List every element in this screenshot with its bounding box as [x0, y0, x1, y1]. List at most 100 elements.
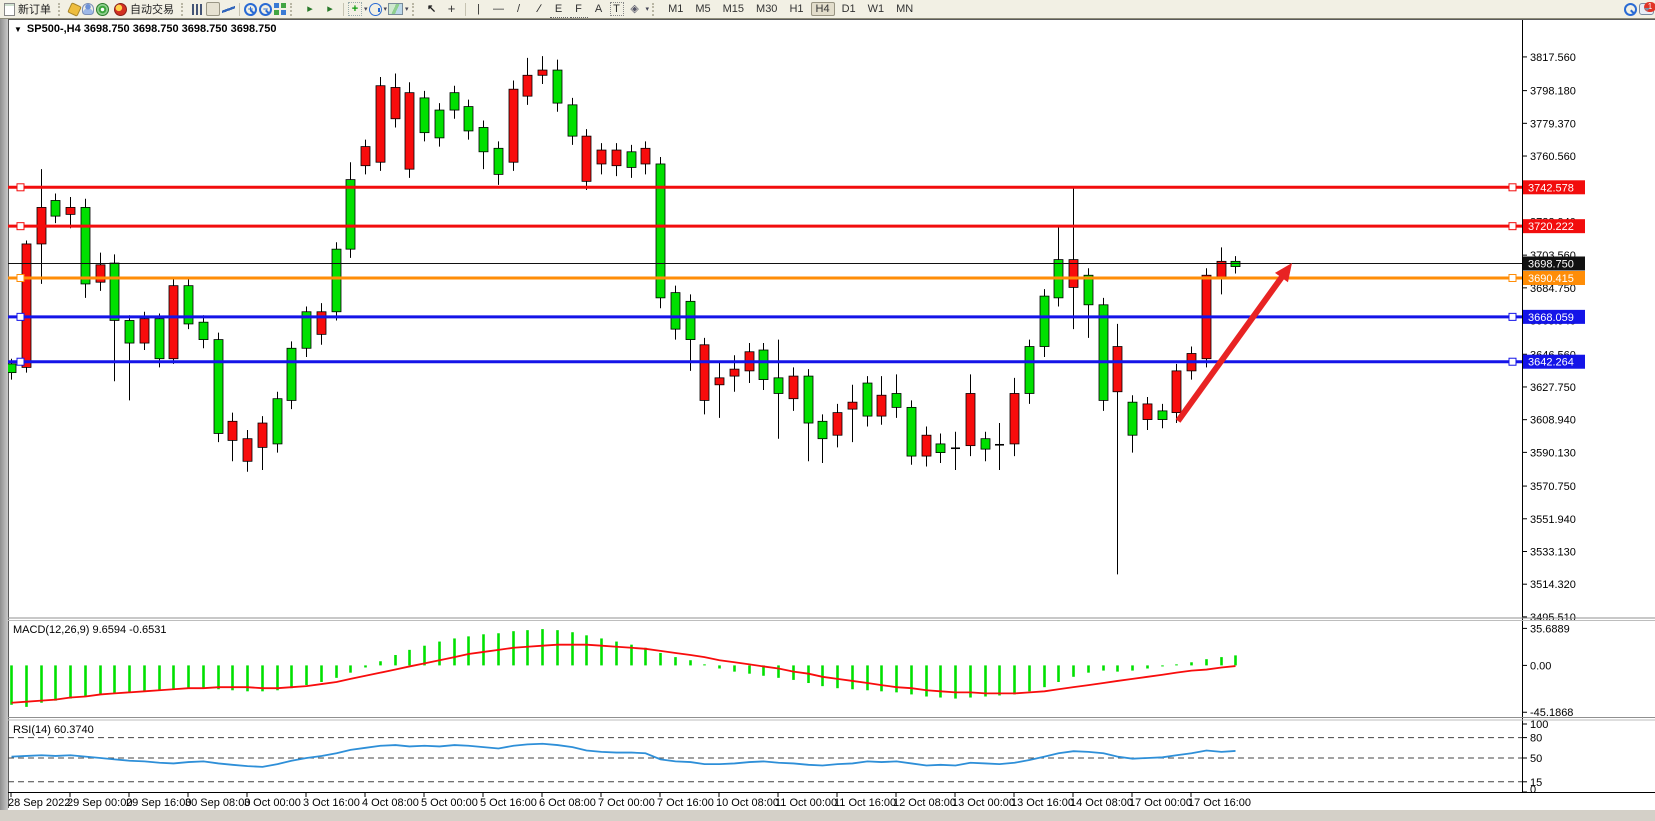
price-tick-label: 3608.940	[1530, 415, 1576, 427]
bearish-candle	[1068, 259, 1079, 288]
bearish-candle	[611, 149, 622, 167]
level-price-badge	[1523, 219, 1585, 234]
price-tick-label: 3533.130	[1530, 546, 1576, 558]
horizontal-line-icon[interactable]: —	[493, 3, 505, 15]
bearish-candle	[640, 147, 651, 165]
bullish-candle	[493, 147, 504, 175]
auto-trading-icon	[114, 2, 127, 16]
templates-icon-dropdown[interactable]: ▾	[405, 6, 409, 13]
templates-icon[interactable]	[388, 3, 404, 15]
auto-trading-button[interactable]: 自动交易	[110, 1, 178, 17]
line-handle[interactable]	[16, 312, 25, 321]
tile-windows-icon[interactable]	[274, 3, 286, 15]
bearish-candle	[1142, 403, 1153, 420]
bearish-candle	[360, 146, 371, 167]
bullish-candle	[685, 300, 696, 340]
timeframe-button-m5[interactable]: M5	[695, 3, 711, 15]
chart-shift-icon[interactable]: ▸	[327, 3, 333, 15]
collapse-chart-icon[interactable]: ▼	[14, 24, 22, 34]
search-icon[interactable]	[1624, 2, 1637, 16]
shapes-icon-dropdown[interactable]: ▾	[645, 6, 650, 13]
add-indicator-icon[interactable]: +	[348, 2, 362, 16]
bullish-candle	[1127, 401, 1138, 436]
price-tick-label: 3798.180	[1530, 86, 1576, 98]
time-tick-label: 5 Oct 16:00	[480, 797, 537, 809]
timeframe-button-h4[interactable]: H4	[810, 2, 835, 16]
main-toolbar: 新订单自动交易+−▸▸+▾▾▾↖+|—/∕∕EFAT◈▾M1M5M15M30H1…	[0, 0, 1655, 19]
time-tick-label: 5 Oct 00:00	[421, 797, 478, 809]
line-handle[interactable]	[16, 222, 25, 231]
bearish-candle	[1112, 346, 1123, 393]
time-tick-label: 12 Oct 08:00	[893, 797, 956, 809]
crosshair-icon[interactable]: +	[447, 1, 456, 16]
bearish-candle	[95, 264, 106, 283]
add-indicator-icon-dropdown[interactable]: ▾	[364, 6, 368, 13]
time-tick-label: 30 Sep 08:00	[185, 797, 250, 809]
cursor-icon[interactable]: ↖	[426, 3, 437, 15]
timeframe-button-mn[interactable]: MN	[896, 3, 914, 15]
bullish-candle	[419, 97, 430, 134]
bullish-candle	[1083, 274, 1094, 306]
zoom-out-icon[interactable]: −	[259, 2, 272, 16]
trend-arrow-head[interactable]	[1274, 263, 1292, 283]
chart-style-icon[interactable]	[67, 1, 82, 17]
bearish-candle	[832, 412, 843, 436]
price-tick-label: 3817.560	[1530, 52, 1576, 64]
time-tick-label: 13 Oct 16:00	[1011, 797, 1074, 809]
level-price-badge-label: 3642.264	[1528, 357, 1574, 369]
bullish-candle	[891, 393, 902, 408]
bearish-candle	[1171, 370, 1182, 414]
bar-chart-icon[interactable]	[192, 3, 204, 15]
time-tick-label: 17 Oct 16:00	[1188, 797, 1251, 809]
bullish-candle	[773, 377, 784, 394]
line-handle[interactable]	[1508, 357, 1517, 366]
periods-icon[interactable]	[368, 2, 382, 16]
timeframe-button-d1[interactable]: D1	[841, 3, 856, 15]
trade-profile-icon[interactable]	[82, 3, 94, 15]
bullish-candle	[154, 318, 165, 360]
trend-arrow-line[interactable]	[1175, 270, 1288, 423]
signals-icon[interactable]	[96, 2, 109, 16]
bullish-candle	[301, 311, 312, 349]
bullish-candle	[286, 347, 297, 401]
candlestick-chart-icon[interactable]	[206, 2, 220, 16]
chart-canvas[interactable]: 3817.5603798.1803779.3703760.5603741.750…	[0, 18, 1655, 821]
elliott-icon[interactable]: E	[549, 1, 568, 18]
equidistant-channel-icon[interactable]: ∕∕	[530, 1, 548, 17]
periods-icon-dropdown[interactable]: ▾	[383, 6, 388, 13]
line-handle[interactable]	[16, 357, 25, 366]
time-tick-label: 29 Sep 16:00	[126, 797, 191, 809]
price-tick-label: 3590.130	[1530, 447, 1576, 459]
text-icon[interactable]: A	[594, 3, 603, 15]
line-handle[interactable]	[1508, 312, 1517, 321]
shapes-icon[interactable]: ◈	[630, 3, 639, 15]
bullish-candle	[980, 438, 991, 450]
line-handle[interactable]	[1508, 183, 1517, 192]
bearish-candle	[316, 311, 327, 335]
bullish-candle	[758, 349, 769, 380]
text-label-icon[interactable]: T	[609, 2, 624, 16]
line-chart-icon[interactable]	[222, 3, 235, 15]
bullish-candle	[567, 104, 578, 137]
timeframe-button-m1[interactable]: M1	[668, 3, 684, 15]
bullish-candle	[331, 248, 342, 313]
timeframe-button-w1[interactable]: W1	[867, 3, 885, 15]
bullish-candle	[1098, 304, 1109, 401]
auto-scroll-icon[interactable]: ▸	[307, 3, 313, 15]
time-tick-label: 7 Oct 00:00	[598, 797, 655, 809]
new-order-button[interactable]: 新订单	[0, 1, 55, 17]
line-handle[interactable]	[16, 183, 25, 192]
zoom-in-icon[interactable]: +	[244, 2, 257, 16]
timeframe-button-h1[interactable]: H1	[789, 3, 804, 15]
line-handle[interactable]	[1508, 222, 1517, 231]
timeframe-button-m15[interactable]: M15	[722, 3, 745, 15]
time-tick-label: 11 Oct 00:00	[775, 797, 837, 809]
line-handle[interactable]	[1508, 273, 1517, 282]
fibonacci-icon[interactable]: F	[569, 1, 588, 18]
trendline-icon[interactable]: /	[517, 3, 521, 15]
vertical-line-icon[interactable]: |	[477, 3, 480, 15]
line-handle[interactable]	[16, 273, 25, 282]
notifications-icon[interactable]: 1	[1639, 2, 1655, 15]
macd-signal-line	[11, 643, 1236, 704]
timeframe-button-m30[interactable]: M30	[756, 3, 778, 15]
